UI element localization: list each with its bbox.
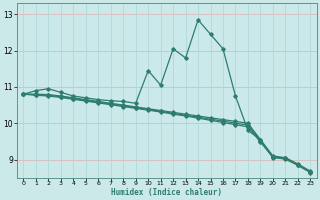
X-axis label: Humidex (Indice chaleur): Humidex (Indice chaleur) [111, 188, 222, 197]
